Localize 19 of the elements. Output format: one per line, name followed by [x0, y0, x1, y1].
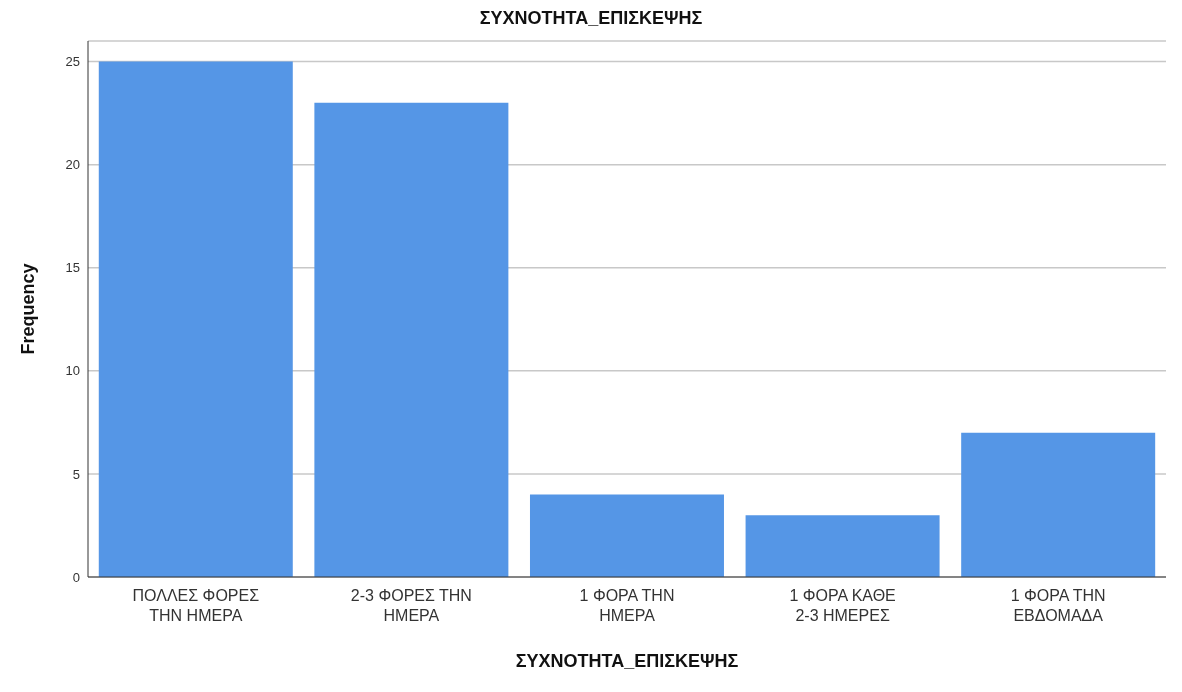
- y-tick-label: 15: [65, 260, 80, 276]
- chart-title: ΣΥΧΝΟΤΗΤΑ_ΕΠΙΣΚΕΨΗΣ: [478, 8, 704, 29]
- bar: [745, 515, 940, 577]
- x-axis-title: ΣΥΧΝΟΤΗΤΑ_ΕΠΙΣΚΕΨΗΣ: [515, 651, 739, 671]
- x-tick-label: 1 ΦΟΡΑ ΤΗΝ ΕΒΔΟΜΑΔΑ: [1010, 587, 1106, 624]
- y-tick-label: 20: [65, 157, 80, 173]
- bar: [529, 494, 724, 577]
- x-tick-label: 1 ΦΟΡΑ ΤΗΝ ΗΜΕΡΑ: [579, 587, 675, 624]
- y-tick-label: 25: [65, 54, 80, 70]
- bar: [961, 432, 1156, 577]
- y-axis-title: Frequency: [18, 263, 39, 355]
- y-tick-label: 10: [65, 363, 80, 379]
- bar: [314, 102, 509, 577]
- x-tick-label: ΠΟΛΛΕΣ ΦΟΡΕΣ ΤΗΝ ΗΜΕΡΑ: [132, 587, 260, 624]
- y-tick-label: 5: [72, 466, 80, 482]
- y-tick-label: 0: [72, 569, 80, 585]
- x-tick-label: 2-3 ΦΟΡΕΣ ΤΗΝ ΗΜΕΡΑ: [350, 587, 472, 624]
- bar: [98, 61, 293, 577]
- x-tick-label: 1 ΦΟΡΑ ΚΑΘΕ 2-3 ΗΜΕΡΕΣ: [789, 587, 896, 624]
